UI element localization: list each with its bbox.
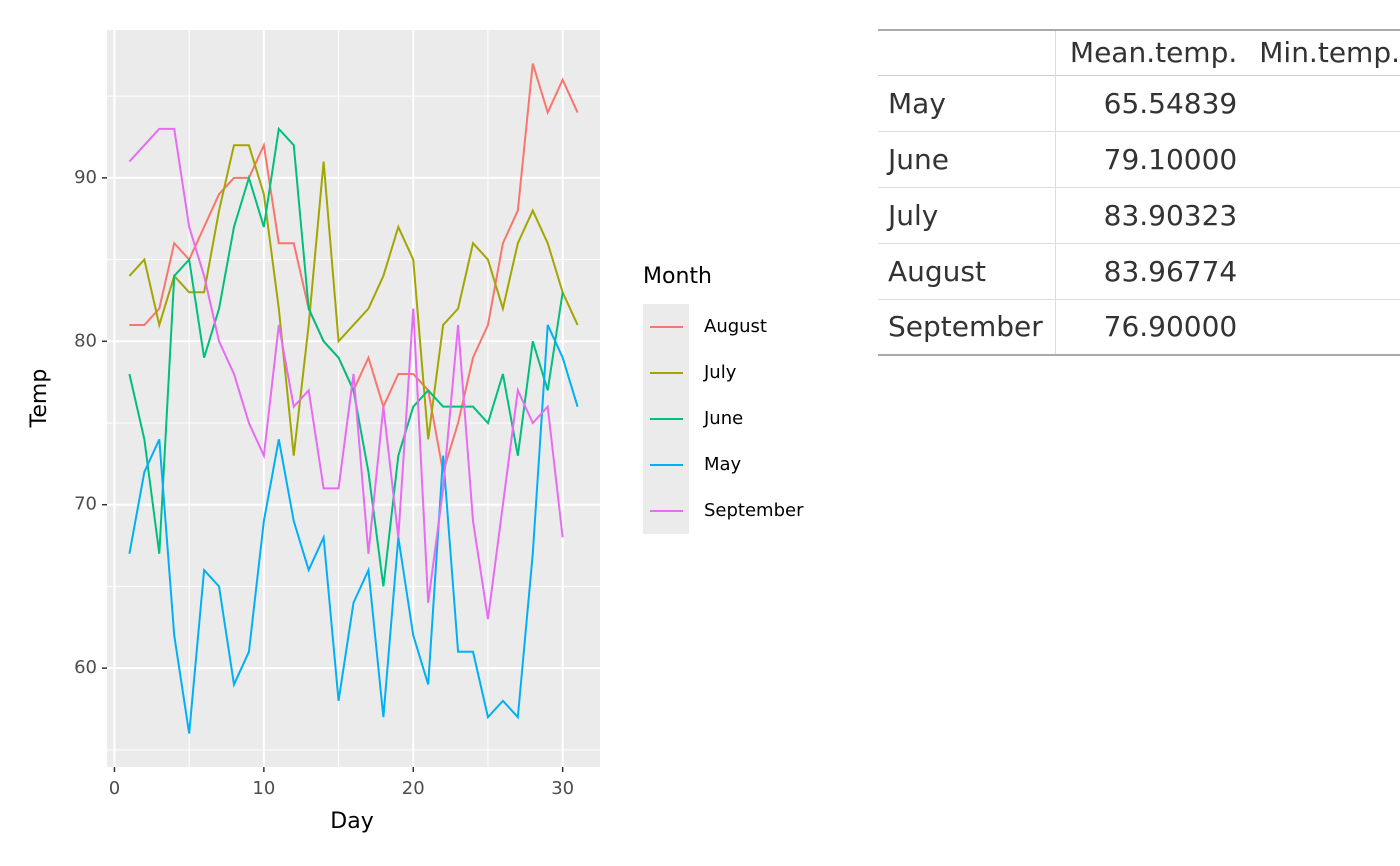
table-cell (1255, 299, 1400, 355)
table-cell: 65.54839 (1103, 86, 1238, 120)
x-tick-label: 20 (402, 778, 425, 799)
chart: Day Temp Month 60 70 80 90 0 10 20 30 August July… (27, 30, 804, 834)
x-axis-label: Day (330, 809, 373, 834)
header-cell: Mean.temp. (1069, 36, 1238, 70)
data-line (128, 127, 564, 620)
table-cell: 83.96774 (1103, 254, 1238, 288)
table-row: July 83.90323 (878, 187, 1400, 243)
legend-label: August (704, 316, 767, 337)
y-tick-label: 70 (74, 494, 97, 515)
data-line (128, 126, 564, 587)
table-row: May 65.54839 (878, 75, 1400, 131)
legend-label: September (704, 500, 804, 521)
table-row: June 79.10000 (878, 131, 1400, 187)
table-cell: 79.10000 (1103, 142, 1238, 176)
x-tick-label: 30 (551, 778, 574, 799)
y-axis-label: Temp (27, 369, 52, 429)
header-cell (878, 30, 1057, 75)
data-line (128, 144, 579, 456)
header-row: Mean.temp. Min.temp. (878, 30, 1400, 75)
table-cell (1255, 75, 1400, 131)
header-cell: Min.temp. (1259, 36, 1400, 70)
table-row: August 83.96774 (878, 243, 1400, 299)
legend-label: June (703, 408, 743, 429)
x-tick-label: 0 (109, 778, 120, 799)
summary-table: Mean.temp. Min.temp. May 65.54839 June 79.1… (878, 29, 1400, 356)
y-tick-label: 80 (74, 330, 97, 351)
table-cell (1255, 187, 1400, 243)
table-cell (1255, 131, 1400, 187)
legend-title: Month (643, 264, 712, 289)
legend-label: May (704, 454, 742, 475)
table-cell: July (878, 187, 1057, 243)
table-cell: August (878, 243, 1057, 299)
legend-label: July (703, 362, 737, 383)
table-cell: 76.90000 (1103, 310, 1238, 344)
table-row: September 76.90000 (878, 299, 1400, 355)
table-container: Mean.temp. Min.temp. May 65.54839 June 79.1… (878, 29, 1400, 356)
y-tick-label: 60 (74, 657, 97, 678)
y-tick-label: 90 (74, 167, 97, 188)
table-cell (1255, 243, 1400, 299)
table-cell: 83.90323 (1103, 198, 1238, 232)
x-tick-label: 10 (252, 778, 275, 799)
table-cell: May (878, 75, 1057, 131)
table-cell: June (878, 131, 1057, 187)
data-line (128, 324, 579, 734)
table-cell: September (878, 299, 1057, 355)
